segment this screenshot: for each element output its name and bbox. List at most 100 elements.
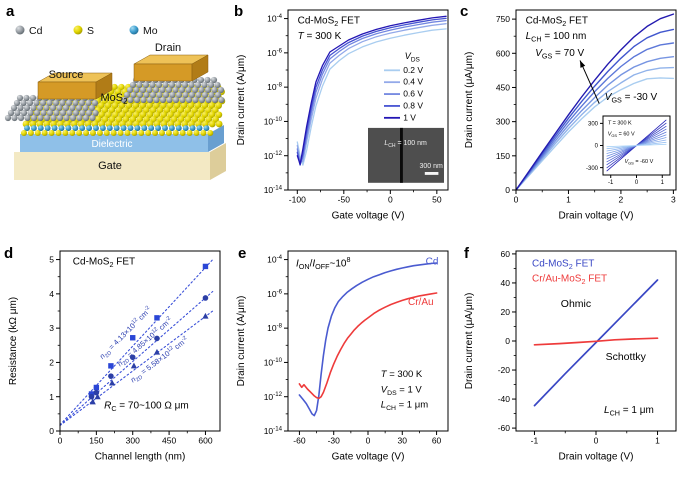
svg-text:1: 1 <box>566 195 571 205</box>
svg-text:10-8: 10-8 <box>267 323 283 334</box>
svg-text:10-4: 10-4 <box>267 254 283 265</box>
svg-text:Resistance (kΩ μm): Resistance (kΩ μm) <box>8 297 19 385</box>
svg-text:Cr/Au-MoS2 FET: Cr/Au-MoS2 FET <box>532 274 607 287</box>
svg-text:Mo: Mo <box>143 25 158 37</box>
panel-label-b: b <box>234 3 244 20</box>
svg-text:2: 2 <box>619 195 624 205</box>
svg-text:0: 0 <box>635 180 639 186</box>
svg-text:VDS: VDS <box>405 51 421 63</box>
svg-text:Channel length (nm): Channel length (nm) <box>95 452 186 463</box>
svg-text:Cd-MoS2 FET: Cd-MoS2 FET <box>73 257 135 270</box>
svg-text:20: 20 <box>501 307 511 317</box>
svg-text:T = 300 K: T = 300 K <box>298 31 342 42</box>
panel-label-f: f <box>464 245 469 262</box>
svg-text:LCH = 100 nm: LCH = 100 nm <box>384 140 427 149</box>
svg-text:-60: -60 <box>498 423 511 433</box>
svg-text:S: S <box>87 25 94 37</box>
svg-text:T = 300 K: T = 300 K <box>381 369 423 380</box>
svg-text:60: 60 <box>432 436 442 446</box>
svg-text:0: 0 <box>505 336 510 346</box>
svg-text:Cd: Cd <box>426 257 439 268</box>
svg-text:60: 60 <box>501 249 511 259</box>
svg-text:T = 300 K: T = 300 K <box>608 120 632 126</box>
svg-text:VGS = 70 V: VGS = 70 V <box>535 48 584 61</box>
svg-text:300 nm: 300 nm <box>420 163 444 170</box>
panel-label-a: a <box>6 3 15 20</box>
svg-text:0: 0 <box>58 436 63 446</box>
svg-text:40: 40 <box>501 278 511 288</box>
svg-text:4: 4 <box>49 289 54 299</box>
svg-text:450: 450 <box>162 436 176 446</box>
svg-text:Drain voltage (V): Drain voltage (V) <box>558 452 633 463</box>
svg-text:0: 0 <box>366 436 371 446</box>
svg-text:MoS2: MoS2 <box>100 92 127 106</box>
svg-text:300: 300 <box>496 117 510 127</box>
svg-text:-1: -1 <box>531 436 539 446</box>
svg-text:750: 750 <box>496 14 510 24</box>
svg-text:VDS = 1 V: VDS = 1 V <box>381 384 423 396</box>
panel-a-device-schematic: Cd S Mo Source Drain MoS2 Dielectric Gate <box>4 25 226 180</box>
panel-f-iv-chart: -1 0 1 -60 -40 -20 0 20 40 60 Drain voltage (V) Dra… <box>464 249 677 463</box>
svg-text:50: 50 <box>432 195 442 205</box>
svg-text:-40: -40 <box>498 394 511 404</box>
svg-text:10-14: 10-14 <box>264 425 283 436</box>
svg-text:1: 1 <box>661 180 665 186</box>
svg-text:-60: -60 <box>293 436 306 446</box>
svg-text:150: 150 <box>89 436 103 446</box>
svg-text:Gate: Gate <box>98 160 122 172</box>
svg-text:Gate voltage (V): Gate voltage (V) <box>332 211 405 222</box>
panel-d-tlm-chart: 0 150 300 450 600 0 1 2 3 4 5 Channel length (nm) Re… <box>8 250 221 463</box>
svg-text:2: 2 <box>49 357 54 367</box>
svg-text:VGS = -30 V: VGS = -30 V <box>605 92 658 105</box>
svg-text:10-10: 10-10 <box>264 116 283 127</box>
svg-text:1: 1 <box>655 436 660 446</box>
svg-text:0.4 V: 0.4 V <box>403 77 423 87</box>
svg-text:Source: Source <box>49 69 84 81</box>
svg-text:LCH = 100 nm: LCH = 100 nm <box>526 31 587 44</box>
svg-text:10-8: 10-8 <box>267 82 283 93</box>
svg-text:0: 0 <box>49 426 54 436</box>
svg-text:Cd: Cd <box>29 25 43 37</box>
svg-text:1 V: 1 V <box>403 112 416 122</box>
svg-text:Ohmic: Ohmic <box>561 298 591 310</box>
svg-text:-50: -50 <box>338 195 351 205</box>
panel-c-output-chart: 0 1 2 3 0 150 300 450 600 750 Drain voltage (V) Dra… <box>464 9 677 222</box>
svg-text:Cd-MoS2 FET: Cd-MoS2 FET <box>526 16 588 29</box>
svg-text:0: 0 <box>595 144 599 150</box>
svg-text:Cr/Au: Cr/Au <box>408 297 434 308</box>
svg-text:-30: -30 <box>328 436 341 446</box>
svg-text:600: 600 <box>198 436 212 446</box>
svg-text:3: 3 <box>49 323 54 333</box>
svg-text:-100: -100 <box>289 195 306 205</box>
svg-text:10-4: 10-4 <box>267 13 283 24</box>
svg-text:10-12: 10-12 <box>264 391 283 402</box>
svg-text:Drain current (μA/μm): Drain current (μA/μm) <box>464 52 475 149</box>
panel-b-transfer-chart: -100 -50 0 50 10-4 10-6 10-8 10-10 10-12 10-14 Gat… <box>236 9 449 222</box>
svg-text:300: 300 <box>588 122 599 128</box>
svg-text:Cd-MoS2 FET: Cd-MoS2 FET <box>298 16 360 29</box>
svg-text:RC = 70~100 Ω μm: RC = 70~100 Ω μm <box>104 401 189 414</box>
svg-text:0: 0 <box>514 195 519 205</box>
svg-text:VGS = -60 V: VGS = -60 V <box>624 159 653 165</box>
panel-label-d: d <box>4 245 14 262</box>
svg-text:10-6: 10-6 <box>267 288 283 299</box>
svg-text:-1: -1 <box>608 180 614 186</box>
svg-text:150: 150 <box>496 151 510 161</box>
svg-text:ION/IOFF~108: ION/IOFF~108 <box>296 255 350 271</box>
svg-text:Cd-MoS2 FET: Cd-MoS2 FET <box>532 258 594 271</box>
svg-text:450: 450 <box>496 83 510 93</box>
svg-text:Drain current (μA/μm): Drain current (μA/μm) <box>464 293 475 390</box>
panel-label-c: c <box>460 3 469 20</box>
svg-text:10-14: 10-14 <box>264 184 283 195</box>
svg-text:Drain current (A/μm): Drain current (A/μm) <box>236 296 247 387</box>
panel-e-comparison-chart: -60 -30 0 30 60 10-4 10-6 10-8 10-10 10-12 10-14 Ga… <box>236 250 449 463</box>
svg-text:0.6 V: 0.6 V <box>403 89 423 99</box>
svg-text:3: 3 <box>671 195 676 205</box>
svg-text:5: 5 <box>49 255 54 265</box>
panel-label-e: e <box>238 245 247 262</box>
svg-text:10-10: 10-10 <box>264 357 283 368</box>
svg-text:1: 1 <box>49 392 54 402</box>
svg-text:0.2 V: 0.2 V <box>403 65 423 75</box>
svg-text:LCH = 1 μm: LCH = 1 μm <box>604 405 654 418</box>
